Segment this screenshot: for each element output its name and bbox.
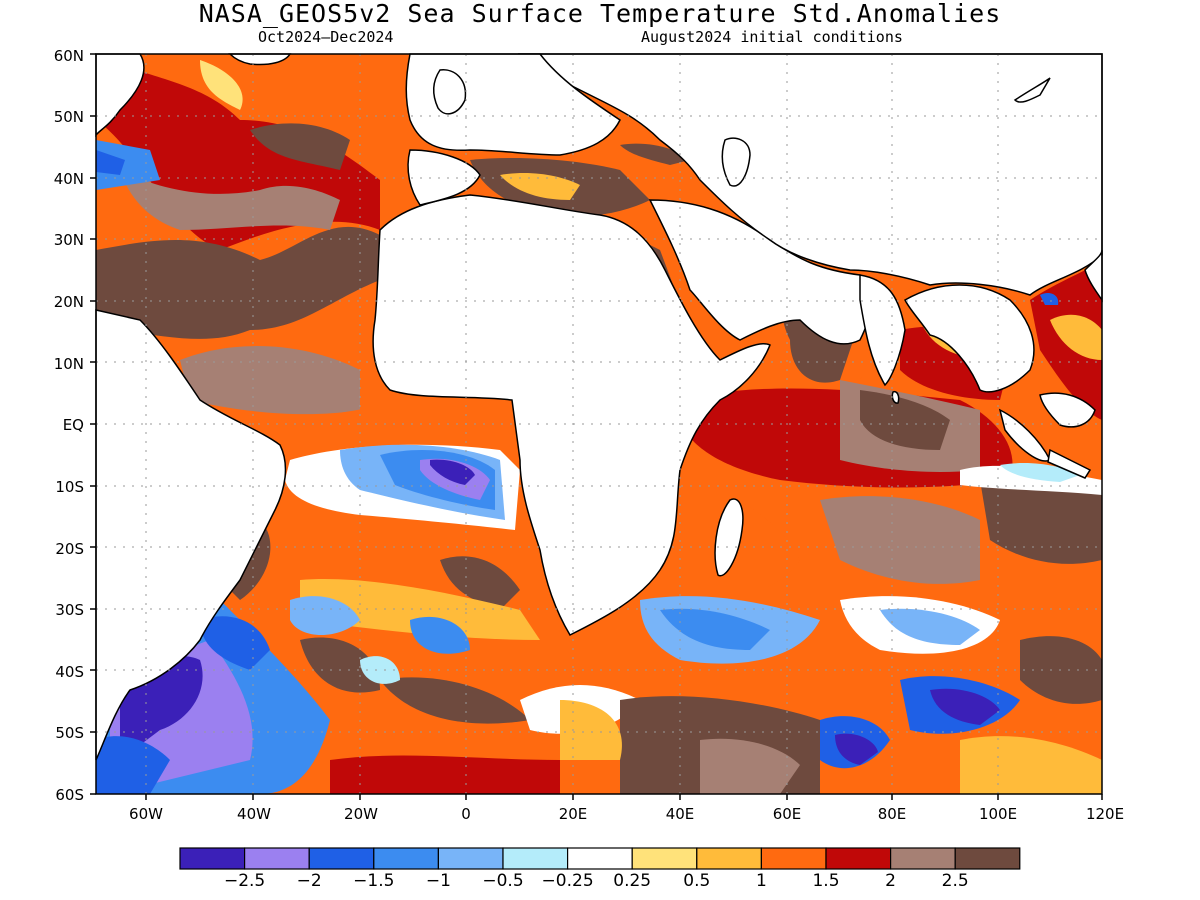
initial-conditions: August2024 initial conditions bbox=[641, 28, 903, 46]
colorbar-swatch bbox=[889, 847, 956, 870]
lat-label: 30N bbox=[53, 231, 84, 249]
colorbar-tick-label: 1.5 bbox=[812, 871, 840, 891]
lat-label: 50N bbox=[53, 108, 84, 126]
lon-label: 120E bbox=[1085, 805, 1125, 823]
colorbar-tick-label: −1 bbox=[425, 871, 451, 891]
lat-label: EQ bbox=[62, 416, 84, 434]
colorbar-tick-label: −0.25 bbox=[541, 871, 594, 891]
lat-label: 60S bbox=[55, 786, 84, 804]
colorbar-swatch bbox=[566, 847, 633, 870]
colorbar-swatch bbox=[696, 847, 762, 870]
colorbar-swatch bbox=[179, 847, 246, 870]
colorbar-swatch bbox=[502, 847, 569, 870]
lat-label: 60N bbox=[53, 47, 84, 65]
colorbar-tick-label: 0.25 bbox=[613, 871, 652, 891]
colorbar-tick-label: −1.5 bbox=[353, 871, 395, 891]
lat-label: 10N bbox=[53, 355, 84, 373]
lat-label: 40N bbox=[53, 170, 84, 188]
lon-label: 20E bbox=[558, 805, 588, 823]
forecast-period: Oct2024–Dec2024 bbox=[258, 28, 394, 46]
colorbar-swatch bbox=[244, 847, 310, 870]
map-title: NASA_GEOS5v2 Sea Surface Temperature Std… bbox=[198, 0, 1002, 28]
land-masses bbox=[95, 53, 1103, 761]
map-frame bbox=[90, 53, 1103, 800]
lat-label: 20N bbox=[53, 293, 84, 311]
lat-label: 40S bbox=[55, 663, 84, 681]
colorbar-swatch bbox=[308, 847, 375, 870]
graticule bbox=[96, 54, 1102, 794]
colorbar-tick-label: −2.5 bbox=[223, 871, 266, 891]
colorbar-swatch bbox=[954, 847, 1021, 870]
lon-label: 80E bbox=[877, 805, 907, 823]
colorbar-swatch bbox=[373, 847, 439, 870]
lon-label: 60W bbox=[129, 805, 163, 823]
colorbar-tick-label: −0.5 bbox=[482, 871, 524, 891]
lat-label: 50S bbox=[55, 724, 84, 742]
colorbar-tick-label: 2.5 bbox=[941, 871, 969, 891]
lat-label: 20S bbox=[55, 540, 84, 558]
colorbar-swatch bbox=[437, 847, 504, 870]
lon-label: 100E bbox=[978, 805, 1018, 823]
colorbar bbox=[179, 847, 1021, 870]
colorbar-tick-label: 2 bbox=[885, 871, 897, 891]
lat-label: 10S bbox=[55, 478, 84, 496]
lon-label: 40E bbox=[665, 805, 695, 823]
lon-label: 40W bbox=[237, 805, 271, 823]
lon-label: 60E bbox=[772, 805, 802, 823]
lon-label: 20W bbox=[344, 805, 378, 823]
colorbar-swatch bbox=[825, 847, 892, 870]
colorbar-tick-label: −2 bbox=[296, 871, 322, 891]
colorbar-swatch bbox=[760, 847, 827, 870]
lat-label: 30S bbox=[55, 601, 84, 619]
colorbar-tick-label: 1 bbox=[755, 871, 767, 891]
lon-label: 0 bbox=[461, 805, 471, 823]
colorbar-swatch bbox=[631, 847, 698, 870]
colorbar-tick-label: 0.5 bbox=[683, 871, 711, 891]
